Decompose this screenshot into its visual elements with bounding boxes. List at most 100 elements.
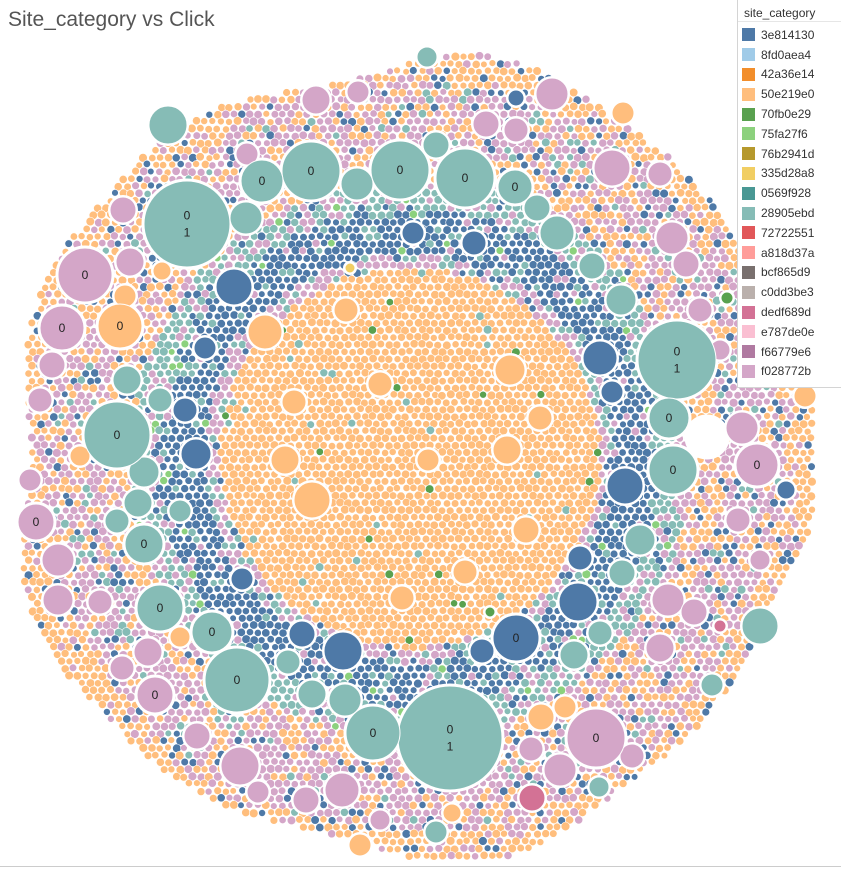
bubble[interactable] (114, 225, 123, 234)
bubble[interactable] (409, 470, 418, 479)
bubble[interactable] (766, 390, 776, 399)
bubble[interactable] (529, 247, 537, 256)
bubble[interactable] (294, 211, 303, 220)
bubble[interactable] (640, 325, 648, 334)
bubble[interactable] (287, 253, 296, 262)
bubble[interactable] (626, 405, 635, 414)
bubble[interactable] (606, 254, 615, 263)
bubble[interactable] (168, 418, 177, 428)
bubble[interactable] (171, 383, 180, 392)
bubble[interactable] (516, 470, 525, 479)
bubble[interactable] (642, 232, 652, 242)
bubble[interactable] (290, 476, 299, 485)
bubble[interactable] (327, 239, 336, 248)
bubble[interactable] (655, 211, 664, 220)
bubble[interactable] (52, 390, 61, 399)
bubble[interactable] (60, 434, 69, 443)
bubble[interactable] (676, 174, 685, 183)
bubble[interactable] (680, 498, 690, 508)
bubble[interactable] (467, 139, 476, 148)
bubble[interactable] (27, 433, 37, 443)
bubble[interactable] (159, 161, 167, 169)
bubble[interactable] (164, 153, 173, 163)
bubble[interactable] (545, 390, 554, 399)
bubble[interactable] (189, 269, 197, 277)
bubble[interactable] (155, 513, 163, 521)
bubble[interactable] (647, 440, 657, 450)
bubble[interactable] (572, 310, 582, 320)
bubble[interactable] (196, 484, 205, 493)
bubble[interactable] (578, 390, 587, 399)
bubble[interactable] (671, 283, 681, 292)
bubble[interactable] (492, 384, 501, 393)
bubble[interactable] (314, 462, 323, 471)
bubble[interactable] (258, 391, 267, 400)
bubble[interactable] (614, 268, 624, 278)
bubble[interactable] (233, 491, 243, 500)
bubble[interactable] (151, 319, 160, 328)
bubble[interactable] (520, 491, 529, 500)
bubble[interactable] (574, 124, 583, 134)
bubble[interactable] (495, 217, 504, 226)
bubble[interactable] (217, 463, 226, 472)
bubble[interactable] (578, 447, 586, 456)
bubble[interactable] (627, 189, 636, 199)
bubble[interactable] (650, 146, 660, 156)
bubble[interactable] (290, 204, 299, 213)
bubble[interactable] (782, 391, 790, 399)
bubble[interactable] (558, 513, 566, 522)
bubble[interactable] (450, 123, 460, 133)
bubble[interactable] (258, 102, 266, 111)
bubble[interactable] (566, 167, 575, 175)
bubble[interactable] (672, 297, 681, 307)
bubble[interactable] (425, 340, 434, 349)
bubble[interactable] (200, 132, 209, 141)
bubble[interactable] (388, 447, 397, 456)
bubble[interactable] (327, 340, 337, 349)
bubble[interactable] (486, 246, 496, 256)
bubble[interactable] (302, 254, 311, 263)
bubble[interactable] (597, 109, 607, 119)
bubble[interactable] (511, 303, 521, 314)
bubble[interactable] (484, 66, 492, 75)
bubble[interactable] (23, 340, 33, 350)
bubble[interactable] (635, 434, 643, 443)
bubble[interactable] (343, 138, 353, 148)
bubble[interactable] (581, 383, 590, 392)
bubble[interactable] (323, 260, 333, 270)
bubble[interactable] (393, 282, 402, 291)
bubble[interactable] (320, 239, 328, 247)
bubble[interactable] (499, 325, 508, 334)
bubble[interactable] (536, 289, 545, 298)
bubble[interactable] (454, 477, 463, 486)
bubble[interactable] (573, 354, 582, 363)
bubble[interactable] (437, 274, 447, 284)
bubble[interactable] (201, 319, 209, 327)
bubble[interactable] (496, 404, 506, 414)
bubble[interactable] (504, 290, 513, 298)
bubble[interactable] (486, 390, 497, 401)
bubble[interactable] (401, 124, 411, 134)
bubble[interactable] (294, 310, 304, 320)
bubble[interactable] (574, 297, 583, 306)
bubble[interactable] (590, 224, 599, 234)
bubble[interactable] (409, 483, 418, 492)
bubble[interactable] (622, 412, 631, 421)
bubble[interactable] (175, 462, 184, 471)
bubble[interactable] (681, 197, 689, 205)
bubble[interactable] (701, 405, 711, 414)
bubble[interactable] (561, 432, 571, 442)
bubble[interactable] (289, 303, 299, 313)
bubble[interactable] (265, 203, 276, 213)
bubble[interactable] (96, 209, 107, 219)
bubble[interactable] (623, 339, 632, 348)
bubble[interactable] (688, 239, 698, 249)
bubble[interactable] (384, 411, 393, 421)
bubble[interactable] (323, 289, 333, 299)
bubble[interactable] (200, 304, 210, 313)
bubble[interactable] (151, 146, 160, 155)
bubble[interactable] (168, 160, 176, 169)
bubble[interactable] (241, 347, 250, 356)
bubble[interactable] (491, 211, 500, 220)
bubble[interactable] (265, 232, 275, 242)
